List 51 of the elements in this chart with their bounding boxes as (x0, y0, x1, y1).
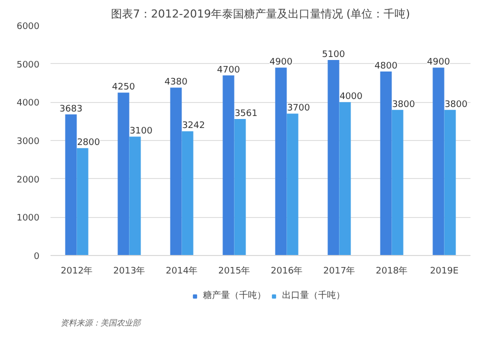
bar (234, 118, 246, 256)
data-label: 4250 (112, 82, 136, 93)
data-label: 4700 (217, 65, 240, 76)
data-label: 3800 (444, 100, 468, 110)
bar (339, 102, 351, 256)
data-label: 4900 (270, 58, 293, 68)
data-label: 3242 (182, 121, 205, 132)
data-label: 4900 (427, 58, 450, 68)
x-tick-label: 2017年 (323, 266, 356, 276)
bar (76, 148, 88, 256)
y-tick-label: 4000 (16, 98, 40, 109)
bar (275, 68, 287, 256)
y-tick-label: 0 (34, 252, 40, 262)
bar (118, 92, 130, 256)
data-label: 4000 (340, 92, 363, 102)
data-label: 3561 (234, 108, 258, 119)
bar (432, 68, 444, 256)
bar (65, 114, 77, 256)
text: 资料来源：美国农业部 (60, 318, 142, 328)
data-label: 4800 (374, 62, 398, 72)
legend-label: 出口量（千吨） (282, 290, 345, 302)
x-tick-label: 2019E (430, 266, 459, 276)
data-label: 2800 (77, 138, 100, 148)
y-tick-label: 3000 (16, 137, 40, 147)
y-tick-label: 1000 (16, 214, 40, 224)
x-tick-label: 2014年 (166, 266, 198, 276)
bar (286, 114, 298, 256)
x-tick-label: 2012年 (60, 266, 93, 276)
y-tick-label: 5000 (16, 60, 40, 70)
bar (328, 60, 340, 256)
y-tick-label: 6000 (16, 22, 40, 32)
data-label: 5100 (322, 50, 346, 60)
bar (392, 110, 404, 256)
x-tick-label: 2013年 (113, 266, 146, 276)
y-tick-label: 2000 (16, 175, 40, 186)
data-label: 3700 (287, 104, 310, 114)
data-label: 3800 (392, 100, 416, 110)
data-label: 3683 (60, 104, 82, 114)
data-label: 3100 (130, 126, 153, 137)
x-tick-label: 2018年 (376, 266, 408, 276)
legend-label: 糖产量（千吨） (203, 290, 266, 302)
data-label: 4380 (164, 78, 188, 88)
x-tick-label: 2015年 (218, 266, 250, 276)
bar (170, 88, 182, 256)
bar (380, 72, 392, 256)
bar (182, 131, 194, 256)
bar (222, 75, 234, 256)
bar (444, 110, 456, 256)
bar (129, 136, 141, 256)
chart-title: 图表7：2012-2019年泰国糖产量及出口量情况 (单位：千吨) (110, 8, 410, 20)
x-tick-label: 2016年 (270, 266, 303, 276)
